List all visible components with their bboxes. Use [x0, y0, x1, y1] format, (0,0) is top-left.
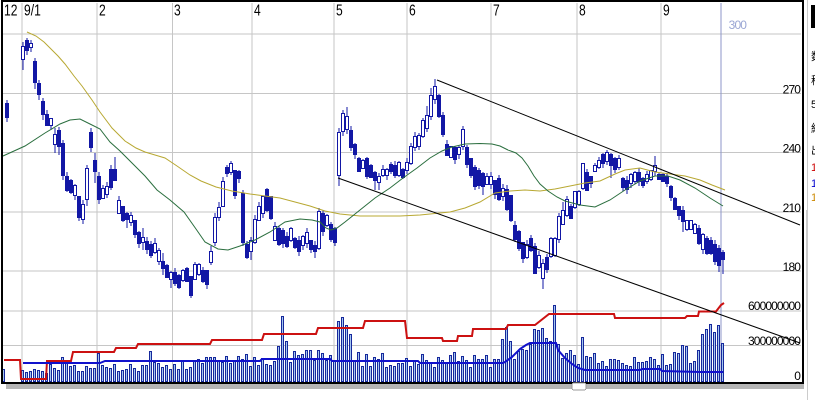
svg-text:9: 9 [663, 1, 670, 19]
svg-text:数: 数 [811, 50, 815, 63]
svg-text:4: 4 [254, 1, 261, 19]
svg-text:移: 移 [811, 74, 815, 87]
svg-text:総: 総 [811, 121, 815, 135]
svg-text:8: 8 [579, 1, 586, 19]
svg-text:1: 1 [811, 162, 815, 174]
svg-text:3: 3 [174, 1, 181, 19]
svg-text:6: 6 [409, 1, 416, 19]
svg-text:300000000: 300000000 [748, 334, 801, 348]
svg-text:180: 180 [783, 260, 802, 274]
svg-text:5: 5 [336, 1, 343, 19]
svg-text:1: 1 [811, 178, 815, 190]
svg-text:1: 1 [811, 192, 815, 204]
svg-text:300: 300 [729, 18, 748, 32]
svg-text:600000000: 600000000 [748, 299, 801, 313]
svg-text:12: 12 [4, 1, 18, 19]
svg-text:240: 240 [783, 142, 802, 156]
svg-text:270: 270 [783, 82, 802, 96]
svg-text:0: 0 [794, 369, 801, 383]
svg-text:5: 5 [811, 99, 815, 111]
svg-text:7: 7 [493, 1, 500, 19]
svg-text:210: 210 [783, 201, 802, 215]
svg-text:出: 出 [811, 143, 815, 157]
svg-text:9/1: 9/1 [24, 1, 41, 19]
svg-text:2: 2 [99, 1, 106, 19]
